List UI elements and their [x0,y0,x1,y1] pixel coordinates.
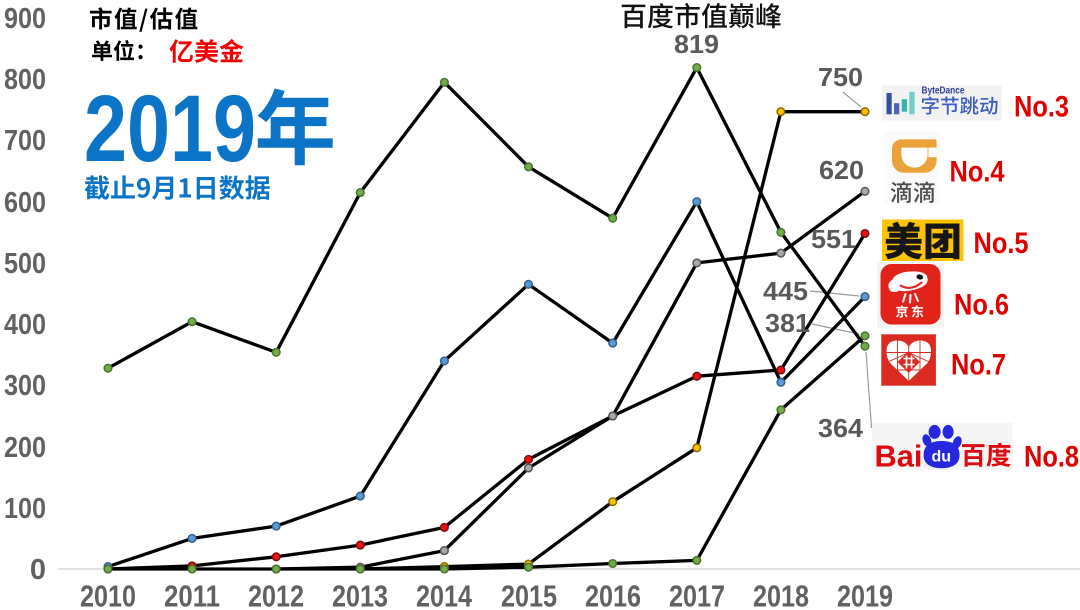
svg-text:2011: 2011 [164,580,220,610]
svg-text:ByteDance: ByteDance [922,86,965,97]
svg-text:100: 100 [4,493,46,525]
svg-text:2013: 2013 [332,580,388,610]
svg-text:750: 750 [818,62,863,92]
svg-text:No.3: No.3 [1014,91,1069,124]
svg-text:800: 800 [4,64,46,96]
svg-text:700: 700 [4,125,46,157]
svg-text:No.6: No.6 [954,289,1009,322]
svg-text:2017: 2017 [669,580,725,610]
svg-text:2016: 2016 [585,580,641,610]
svg-text:364: 364 [818,413,864,443]
svg-text:2012: 2012 [248,580,304,610]
svg-text:445: 445 [763,276,808,306]
svg-text:2019: 2019 [837,580,893,610]
svg-text:2014: 2014 [416,580,472,610]
svg-text:2019: 2019 [84,76,256,182]
svg-text:2018: 2018 [753,580,809,610]
svg-text:620: 620 [819,155,864,185]
svg-text:No.4: No.4 [950,156,1005,189]
svg-text:400: 400 [4,309,46,341]
svg-text:900: 900 [4,3,46,35]
svg-text:200: 200 [4,432,46,464]
svg-text:No.5: No.5 [974,227,1029,260]
svg-text:du: du [932,449,952,466]
svg-text:381: 381 [765,308,810,338]
svg-text:No.8: No.8 [1024,441,1079,474]
svg-text:No.7: No.7 [951,349,1006,382]
svg-text:600: 600 [4,187,46,219]
svg-text:0: 0 [30,554,46,586]
svg-text:2015: 2015 [501,580,557,610]
svg-text:Bai: Bai [875,439,923,474]
svg-text:551: 551 [811,224,856,254]
svg-text:819: 819 [674,29,719,59]
svg-text:2010: 2010 [80,580,136,610]
svg-text:300: 300 [4,370,46,402]
svg-text:500: 500 [4,248,46,280]
